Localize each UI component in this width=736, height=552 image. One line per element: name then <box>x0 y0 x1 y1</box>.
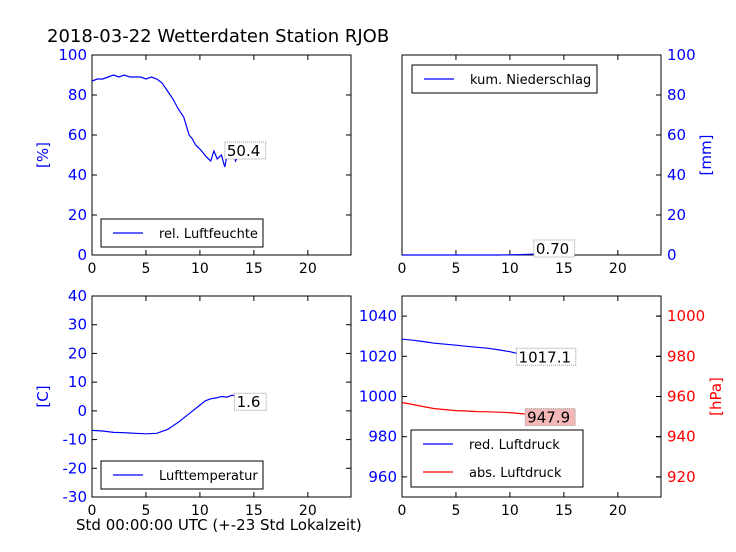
top-right-annotation-label: 0.70 <box>536 240 569 258</box>
top-left-xtick-label: 0 <box>88 261 97 277</box>
bottom-left-xtick-label: 10 <box>191 503 209 519</box>
bottom-left-ytick-label: 20 <box>68 344 87 362</box>
top-right-axes-frame <box>401 54 662 256</box>
bottom-left-xtick-label: 15 <box>245 503 263 519</box>
bottom-right-legend-label: abs. Luftdruck <box>469 466 562 481</box>
bottom-right-xtick-label: 5 <box>451 503 460 519</box>
top-right-ytick-label: 80 <box>667 86 686 104</box>
top-left-legend-label: rel. Luftfeuchte <box>159 227 258 242</box>
bottom-left-ylabel: [C] <box>34 385 52 407</box>
bottom-left-ytick-label: -30 <box>63 488 88 506</box>
bottom-left-legend-label: Lufttemperatur <box>159 469 258 484</box>
top-right-xtick-label: 0 <box>398 261 407 277</box>
bottom-left-ytick-label: 10 <box>68 373 87 391</box>
top-left-axes-frame <box>91 54 352 256</box>
bottom-left-ytick-label: -10 <box>63 431 88 449</box>
bottom-right-y2tick-label: 960 <box>667 388 696 406</box>
top-left-ytick-label: 80 <box>68 86 87 104</box>
top-right-ytick-label: 60 <box>667 126 686 144</box>
top-left-xtick-label: 5 <box>141 261 150 277</box>
bottom-right-xtick-label: 0 <box>398 503 407 519</box>
bottom-right-annotation-label: 1017.1 <box>519 348 572 366</box>
bottom-right-xtick-label: 15 <box>555 503 573 519</box>
top-right-legend-label: kum. Niederschlag <box>470 73 591 88</box>
figure-title: 2018-03-22 Wetterdaten Station RJOB <box>47 26 390 47</box>
top-right-ytick-label: 40 <box>667 166 686 184</box>
bottom-left-xtick-label: 0 <box>88 503 97 519</box>
top-right-ytick-label: 20 <box>667 206 686 224</box>
top-right-xtick-label: 10 <box>501 261 519 277</box>
bottom-right-annotation-label: 947.9 <box>527 409 570 427</box>
top-right-xtick-label: 20 <box>609 261 627 277</box>
x-axis-label: Std 00:00:00 UTC (+-23 Std Lokalzeit) <box>76 516 362 534</box>
bottom-right-ytick-label: 980 <box>368 428 397 446</box>
bottom-right-ytick-label: 1000 <box>359 388 397 406</box>
top-right-ytick-label: 100 <box>667 46 696 64</box>
bottom-left-ytick-label: 40 <box>68 287 87 305</box>
bottom-left-xtick-label: 5 <box>141 503 150 519</box>
bottom-right-xtick-label: 20 <box>609 503 627 519</box>
top-left-xtick-label: 20 <box>299 261 317 277</box>
top-right-ylabel: [mm] <box>697 135 715 176</box>
bottom-left-series-line <box>91 394 244 435</box>
bottom-right-y2tick-label: 940 <box>667 428 696 446</box>
top-right-annotation-box <box>533 239 576 258</box>
bottom-right-y2tick-label: 980 <box>667 347 696 365</box>
bottom-left-ytick-label: 0 <box>77 402 87 420</box>
bottom-right-legend-box <box>410 429 584 488</box>
bottom-left-axes-frame <box>91 295 352 498</box>
top-left-ytick-label: 100 <box>58 46 87 64</box>
bottom-right-series-line <box>401 338 527 356</box>
bottom-left-annotation-label: 1.6 <box>237 393 261 411</box>
top-left-ytick-label: 0 <box>77 246 87 264</box>
top-left-ytick-label: 40 <box>68 166 87 184</box>
bottom-right-y2tick-label: 920 <box>667 468 696 486</box>
bottom-right-ytick-label: 1040 <box>359 307 397 325</box>
top-left-ytick-label: 60 <box>68 126 87 144</box>
top-right-ytick-label: 0 <box>667 246 677 264</box>
top-right-xtick-label: 15 <box>555 261 573 277</box>
bottom-left-ytick-label: 30 <box>68 316 87 334</box>
bottom-right-legend-label: red. Luftdruck <box>469 438 560 453</box>
top-left-xtick-label: 10 <box>191 261 209 277</box>
bottom-right-ytick-label: 1020 <box>359 347 397 365</box>
bottom-left-annotation-box <box>234 392 267 411</box>
bottom-right-annotation-box <box>516 347 577 366</box>
bottom-right-ytick-label: 960 <box>368 468 397 486</box>
bottom-right-xtick-label: 10 <box>501 503 519 519</box>
bottom-right-y2tick-label: 1000 <box>667 307 705 325</box>
top-left-annotation-box <box>224 141 267 160</box>
top-left-annotation-label: 50.4 <box>227 142 260 160</box>
top-left-ytick-label: 20 <box>68 206 87 224</box>
bottom-right-y2label: [hPa] <box>707 377 725 416</box>
top-left-xtick-label: 15 <box>245 261 263 277</box>
bottom-right-annotation-box <box>524 408 576 427</box>
bottom-left-ytick-label: -20 <box>63 459 88 477</box>
top-left-ylabel: [%] <box>34 142 52 168</box>
top-right-xtick-label: 5 <box>451 261 460 277</box>
bottom-left-xtick-label: 20 <box>299 503 317 519</box>
